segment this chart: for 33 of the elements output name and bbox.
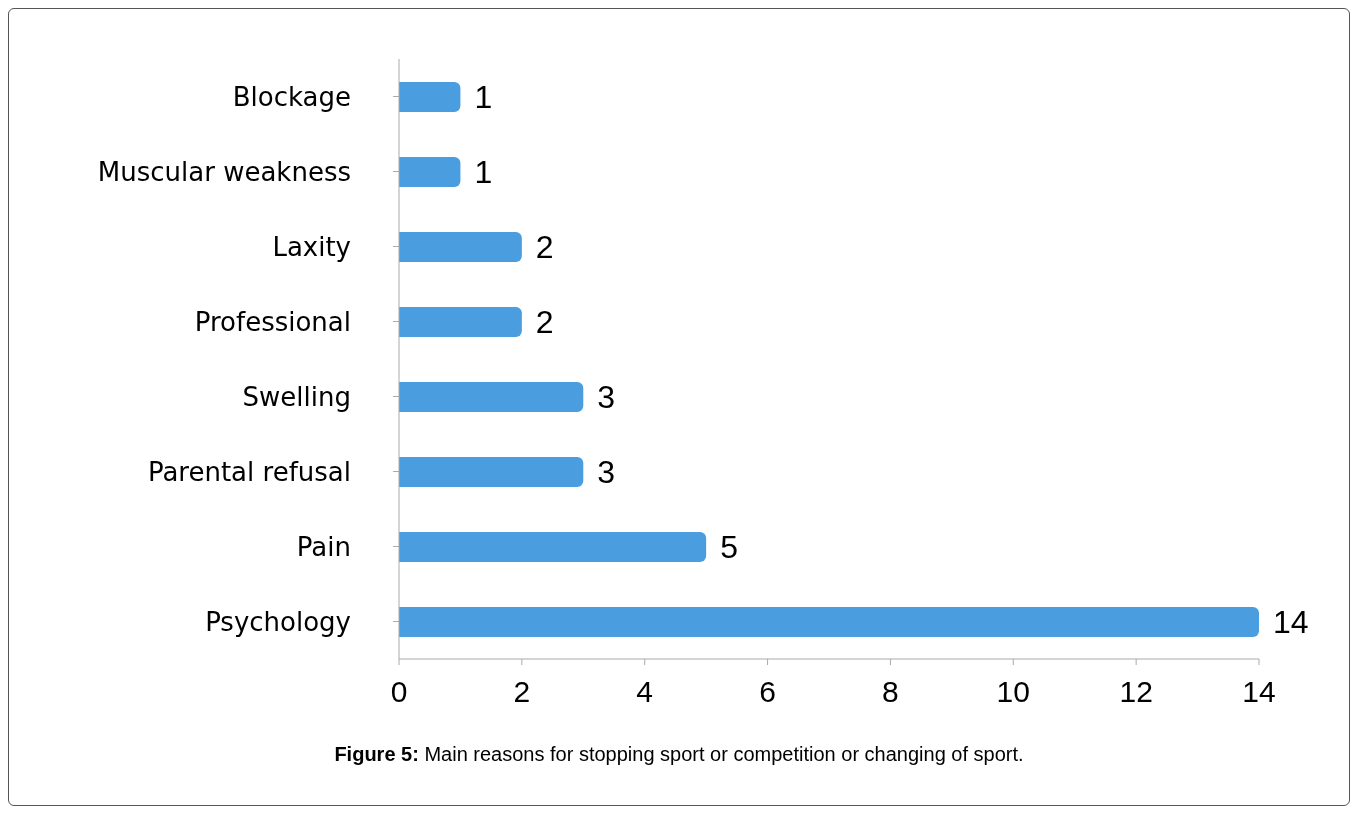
x-tick-label: 10 [996,675,1030,709]
bar [399,532,707,562]
data-label: 5 [720,529,738,566]
y-tick-label: Blockage [232,81,351,112]
y-tick-label: Laxity [272,231,351,262]
x-tick-label: 14 [1242,675,1276,709]
data-label: 1 [474,79,493,116]
x-tick-label: 6 [759,675,776,709]
y-tick-label: Parental refusal [147,456,351,487]
bar [399,82,461,112]
x-tick-label: 4 [636,675,654,709]
data-label: 2 [535,229,554,266]
bar [399,382,584,412]
bar [399,157,461,187]
data-label: 14 [1273,604,1309,641]
y-tick-label: Professional [194,306,351,337]
x-tick-label: 0 [390,675,408,709]
caption: Figure 5: Main reasons for stopping sport or competition or changing of sport. [333,743,1025,766]
bar [399,607,1259,637]
bar [399,457,584,487]
x-tick-label: 12 [1119,675,1153,709]
y-tick-label: Psychology [205,606,351,637]
x-tick-label: 8 [882,675,899,709]
bar [399,232,522,262]
x-tick-label: 2 [513,675,531,709]
data-label: 1 [474,154,493,191]
data-label: 2 [535,304,554,341]
y-tick-label: Swelling [242,381,351,412]
y-tick-label: Muscular weakness [97,156,351,187]
bar [399,307,522,337]
data-label: 3 [597,454,616,491]
data-label: 3 [597,379,616,416]
y-tick-label: Pain [296,531,351,562]
